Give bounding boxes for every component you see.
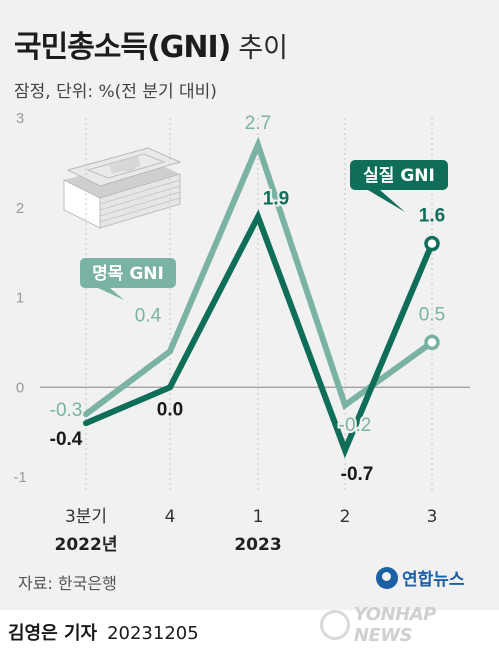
legend-real-gni-pointer (368, 190, 405, 212)
y-tick-label: 1 (16, 290, 24, 307)
byline-date: 20231205 (107, 623, 199, 644)
byline: 김영은 기자 20231205 (8, 619, 199, 645)
real-gni-data-label: 0.0 (157, 399, 183, 420)
legend-nominal-gni: 명목 GNI (80, 258, 176, 300)
real-gni-data-label: 1.9 (263, 189, 289, 210)
real-gni-line (83, 209, 435, 459)
agency-logo-icon (376, 566, 398, 589)
agency-name: 연합뉴스 (402, 570, 465, 590)
legend-nominal-gni-pointer (98, 288, 124, 300)
chart-title: 국민총소득(GNI) 추이 (14, 22, 288, 66)
legend-real-gni-text: 실질 GNI (363, 165, 435, 186)
title-main: 국민총소득(GNI) (14, 30, 231, 65)
watermark-text: YONHAP NEWS (353, 604, 436, 646)
x-year-label: 2023 (234, 535, 281, 555)
x-tick-label: 1 (253, 507, 264, 527)
y-tick-label: -1 (13, 469, 26, 486)
y-tick-label: 0 (16, 379, 24, 396)
real-gni-endpoint (424, 235, 440, 252)
legend-real-gni: 실질 GNI (350, 160, 448, 212)
x-year-label: 2022년 (55, 535, 118, 555)
nominal-gni-data-label: -0.2 (339, 415, 372, 436)
nominal-gni-data-label: -0.3 (50, 400, 83, 421)
watermark: YONHAP NEWS (320, 604, 499, 646)
agency-logo: 연합뉴스 (376, 565, 465, 590)
source-note: 자료: 한국은행 (18, 574, 117, 593)
chart-subtitle: 잠정, 단위: %(전 분기 대비) (14, 82, 217, 102)
nominal-gni-data-label: 0.4 (135, 305, 162, 326)
x-tick-label: 3분기 (65, 507, 107, 527)
gni-line-chart: -1 0 1 2 3 3분기 4 1 2 3 2022년 2023 -0.3 0.4 2.7 -0.2 0.5… (13, 110, 470, 555)
chart-card (0, 0, 499, 610)
nominal-gni-data-label: 2.7 (245, 113, 271, 134)
y-tick-label: 2 (16, 200, 24, 217)
x-tick-label: 4 (165, 507, 176, 527)
money-stack-icon (63, 147, 182, 229)
legend-real-gni-box (350, 160, 448, 190)
byline-author: 김영은 기자 (8, 623, 98, 644)
real-gni-data-label: -0.7 (341, 464, 374, 485)
nominal-gni-endpoint (424, 334, 440, 351)
real-gni-data-label: -0.4 (50, 429, 83, 450)
title-suffix: 추이 (238, 33, 289, 64)
legend-nominal-gni-text: 명목 GNI (92, 264, 164, 284)
x-tick-label: 3 (427, 507, 438, 527)
y-tick-label: 3 (16, 110, 24, 127)
watermark-logo-icon (320, 610, 350, 640)
real-gni-data-label: 1.6 (419, 206, 445, 227)
x-tick-label: 2 (340, 507, 351, 527)
legend-nominal-gni-box (80, 258, 176, 288)
nominal-gni-data-label: 0.5 (419, 304, 445, 325)
